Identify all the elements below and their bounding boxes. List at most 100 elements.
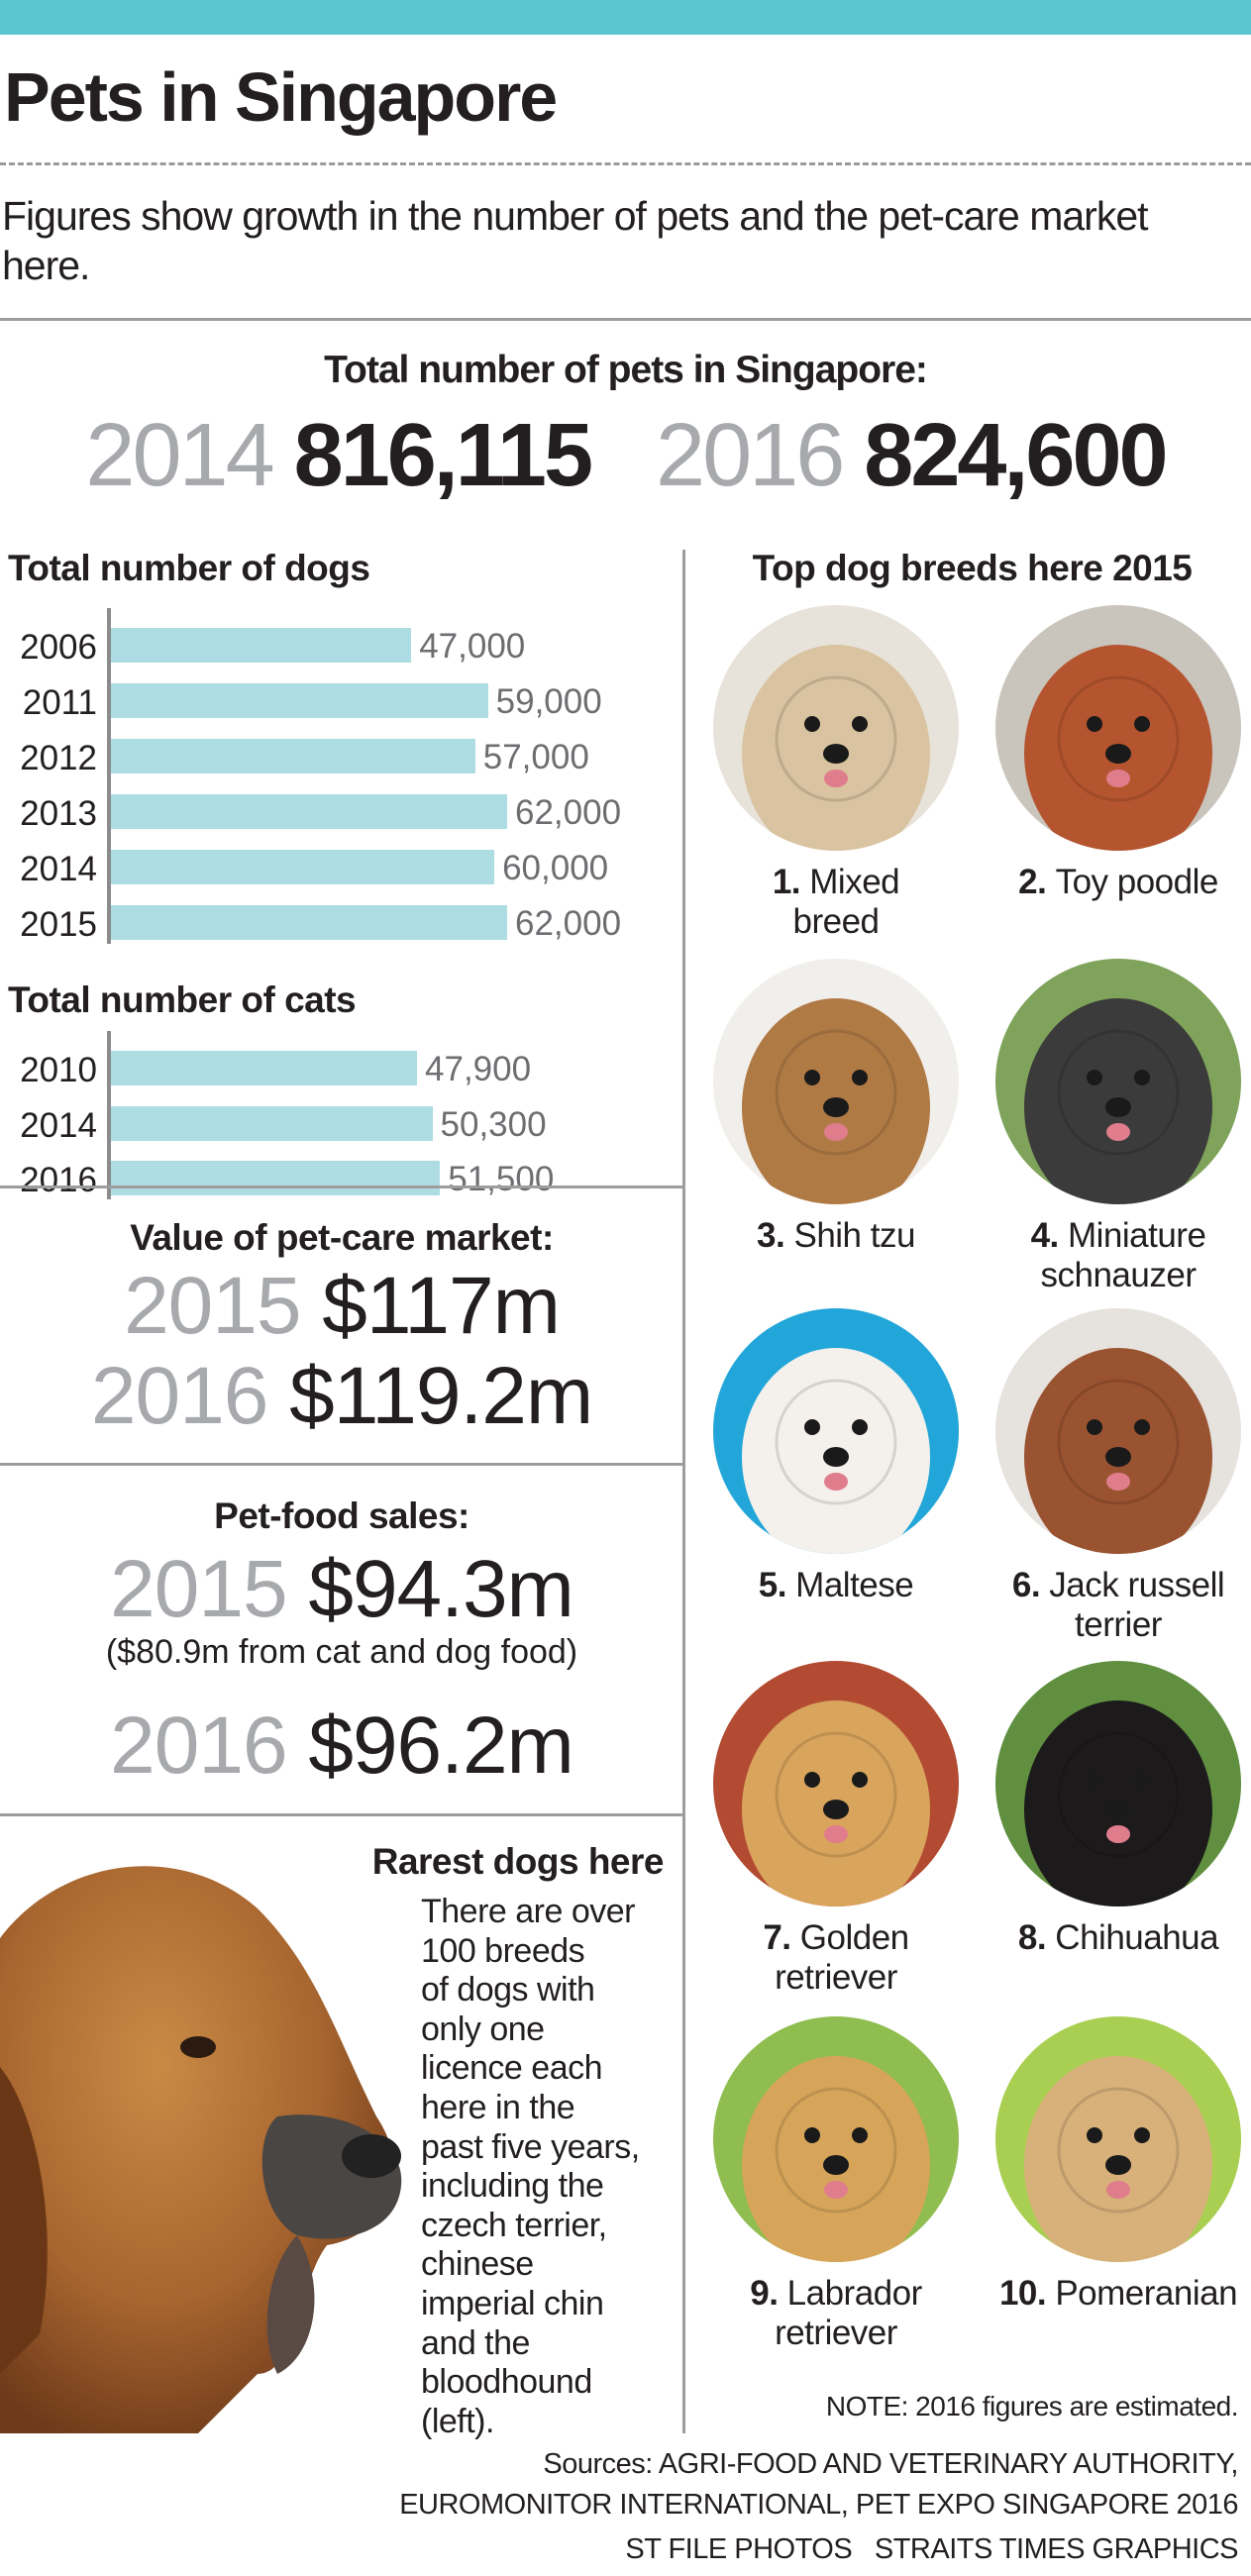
text-line: bloodhound	[421, 2363, 592, 2402]
golden-retriever-photo	[713, 1661, 959, 1906]
credits: ST FILE PHOTOS STRAITS TIMES GRAPHICS	[625, 2533, 1238, 2565]
bar	[111, 628, 412, 663]
value: $94.3m	[308, 1544, 574, 1634]
year: 2016	[110, 1700, 287, 1791]
breed-rank-and-name: 8. Chihuahua	[1017, 1918, 1219, 1957]
breed-rank: 7.	[763, 1918, 800, 1957]
total-pets-value: 824,600	[864, 406, 1168, 505]
value: $96.2m	[308, 1700, 574, 1791]
breed-rank-and-name: 2. Toy poodle	[1018, 863, 1218, 901]
pet-care-market-heading: Value of pet-care market:	[130, 1217, 554, 1258]
mixed-breed-dog-photo	[713, 605, 959, 851]
breed-rank: 1.	[772, 863, 810, 901]
text-line: There are over	[421, 1893, 636, 1930]
breed-rank-and-name: 5. Maltese	[758, 1566, 914, 1604]
breed-label: 3. Shih tzu	[697, 1216, 975, 1256]
text-line: here in the	[421, 2088, 575, 2126]
total-pets-figures: 2014 816,115 2016 824,600	[0, 404, 1251, 507]
breeds-heading: Top dog breeds here 2015	[752, 548, 1193, 588]
text-line: of dogs with	[421, 1971, 595, 2009]
category-label: 2006	[20, 628, 97, 667]
category-label: 2014	[20, 1105, 97, 1145]
total-pets-year: 2014	[85, 406, 274, 505]
breed-rank-and-name: 4. Miniature	[1030, 1216, 1206, 1255]
bar	[111, 905, 507, 940]
breed-rank: 10.	[998, 2274, 1056, 2313]
breed-name-line: breed	[792, 902, 880, 941]
pet-care-market-2016: 2016 $119.2m	[0, 1351, 683, 1442]
text-line: czech terrier,	[421, 2206, 607, 2244]
data-label: 47,900	[425, 1050, 532, 1088]
bar	[111, 794, 507, 829]
text-line: licence each	[421, 2049, 603, 2088]
data-label: 47,000	[419, 627, 526, 666]
breed-rank: 5.	[758, 1566, 796, 1604]
breed-rank: 2.	[1018, 863, 1056, 901]
year: 2015	[110, 1544, 287, 1634]
pomeranian-photo	[995, 2016, 1241, 2262]
data-label: 60,000	[502, 849, 609, 887]
text-line: chinese	[421, 2245, 534, 2284]
breed-label: 10. Pomeranian	[980, 2274, 1251, 2314]
total-pets-heading: Total number of pets in Singapore:	[324, 349, 928, 391]
page-title: Pets in Singapore	[4, 58, 558, 136]
breed-rank-and-name: 3. Shih tzu	[757, 1216, 915, 1255]
bloodhound-photo	[0, 1866, 402, 2433]
rarest-dogs-text: There are over 100 breeds of dogs with only…	[421, 1893, 678, 2441]
breed-label: 7. Golden retriever	[697, 1918, 975, 1998]
pet-food-heading: Pet-food sales:	[214, 1495, 469, 1536]
data-label: 59,000	[495, 682, 602, 721]
category-label: 2011	[22, 683, 97, 722]
bar	[111, 1105, 433, 1141]
data-label: 57,000	[482, 738, 589, 776]
breed-name-line: retriever	[775, 1958, 897, 1997]
data-label: 62,000	[515, 904, 622, 943]
column-divider	[682, 550, 685, 2433]
breed-rank: 6.	[1011, 1566, 1050, 1604]
value: $117m	[322, 1261, 561, 1351]
data-label: 51,500	[448, 1160, 555, 1198]
breed-rank: 4.	[1030, 1216, 1068, 1255]
breed-label: 9. Labrador retriever	[697, 2274, 975, 2353]
data-label: 50,300	[440, 1104, 547, 1144]
header-accent-bar	[0, 0, 1251, 35]
breed-label: 8. Chihuahua	[980, 1918, 1251, 1958]
bar	[111, 850, 495, 884]
breed-rank-and-name: 10. Pomeranian	[998, 2274, 1238, 2313]
bar	[111, 683, 488, 718]
divider	[0, 1813, 683, 1816]
text-line: including the	[421, 2167, 604, 2206]
chart-axis	[107, 608, 111, 944]
category-label: 2016	[20, 1161, 97, 1199]
breed-name-line: terrier	[1075, 1605, 1162, 1644]
category-label: 2013	[20, 794, 97, 833]
breed-label: 5. Maltese	[697, 1566, 975, 1605]
category-label: 2014	[20, 850, 97, 888]
breed-label: 1. Mixed breed	[697, 863, 975, 942]
data-label: 62,000	[515, 793, 622, 832]
jack-russell-terrier-photo	[995, 1308, 1241, 1554]
year: 2016	[90, 1351, 268, 1441]
sources-line: EUROMONITOR INTERNATIONAL, PET EXPO SING…	[399, 2489, 1238, 2521]
text-line: and the	[421, 2323, 530, 2362]
footnote: NOTE: 2016 figures are estimated.	[825, 2391, 1239, 2421]
rarest-dogs-heading: Rarest dogs here	[371, 1841, 665, 1882]
chihuahua-photo	[995, 1661, 1241, 1906]
breed-rank-and-name: 6. Jack russell	[1011, 1566, 1225, 1604]
total-pets-value: 816,115	[293, 406, 593, 505]
breed-name-line: retriever	[775, 2314, 897, 2352]
breed-label: 2. Toy poodle	[980, 863, 1251, 902]
chart-axis	[107, 1031, 111, 1199]
breed-rank-and-name: 1. Mixed	[772, 863, 900, 901]
pet-food-note: ($80.9m from cat and dog food)	[105, 1633, 578, 1671]
breed-label: 6. Jack russell terrier	[980, 1566, 1251, 1645]
text-line: (left).	[421, 2402, 494, 2440]
text-line: past five years,	[421, 2127, 640, 2166]
sources-line: Sources: AGRI-FOOD AND VETERINARY AUTHOR…	[543, 2448, 1238, 2480]
category-label: 2015	[20, 905, 97, 944]
pet-food-2015: 2015 $94.3m	[0, 1544, 683, 1635]
shih-tzu-photo	[713, 959, 959, 1204]
dogs-chart-title: Total number of dogs	[8, 548, 370, 588]
toy-poodle-photo	[995, 605, 1241, 851]
divider	[0, 1185, 683, 1188]
